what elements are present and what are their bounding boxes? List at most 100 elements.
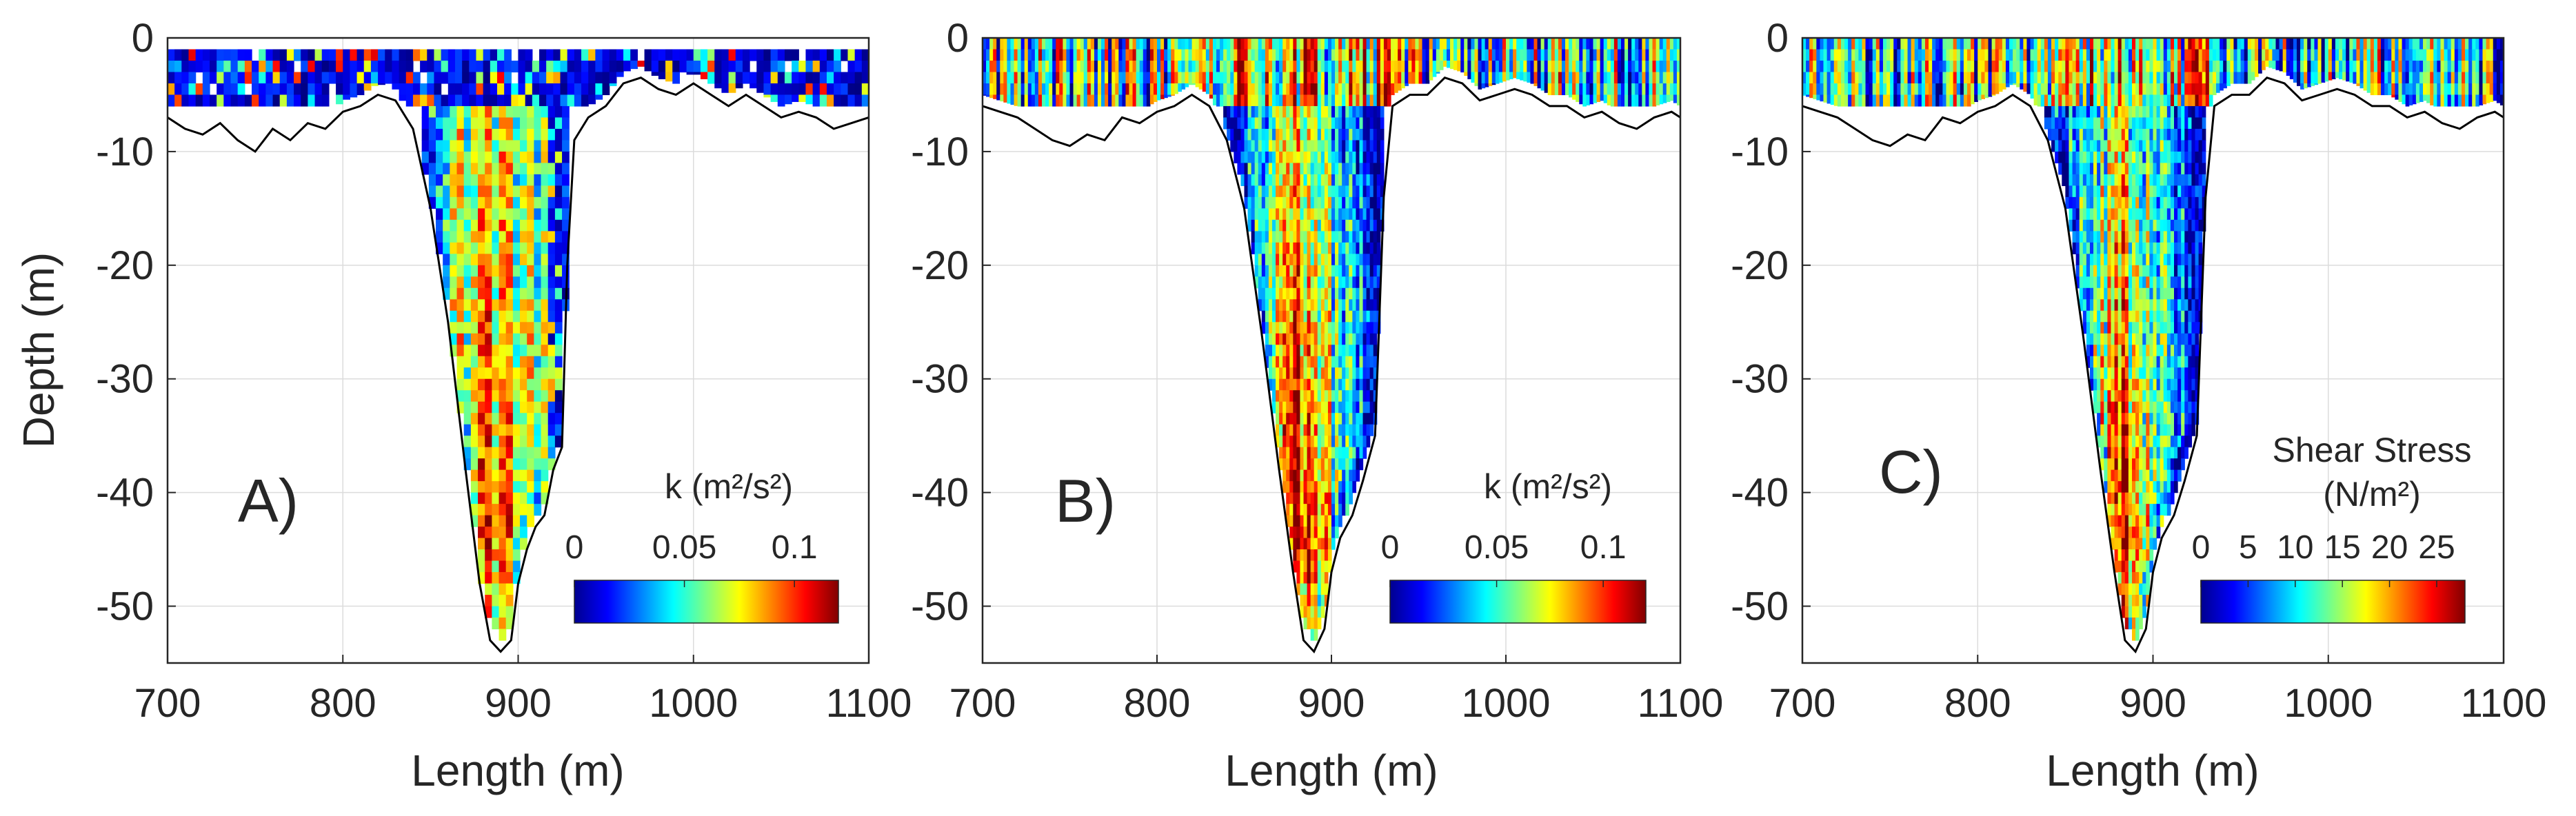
heatmap-cell — [1286, 492, 1290, 504]
heatmap-cell — [301, 83, 308, 96]
heatmap-cell — [1251, 208, 1256, 221]
heatmap-cell — [1676, 83, 1681, 96]
heatmap-cell — [1669, 94, 1674, 101]
heatmap-cell — [1373, 242, 1378, 254]
heatmap-cell — [1289, 174, 1294, 186]
heatmap-cell — [1527, 38, 1531, 50]
heatmap-cell — [1314, 117, 1318, 130]
heatmap-cell — [2089, 83, 2094, 96]
heatmap-cell — [1056, 94, 1060, 107]
heatmap-cell — [1331, 447, 1336, 459]
heatmap-cell — [478, 174, 485, 186]
heatmap-cell — [2395, 49, 2399, 61]
heatmap-cell — [527, 299, 534, 312]
heatmap-cell — [202, 49, 210, 61]
heatmap-cell — [520, 185, 527, 198]
heatmap-cell — [854, 94, 863, 107]
heatmap-cell — [1303, 38, 1308, 50]
heatmap-cell — [1830, 49, 1835, 61]
heatmap-cell — [553, 94, 561, 107]
heatmap-cell — [1907, 94, 1912, 107]
heatmap-cell — [2089, 174, 2094, 186]
heatmap-cell — [470, 105, 479, 119]
heatmap-cell — [1349, 436, 1353, 448]
heatmap-cell — [1310, 254, 1315, 266]
heatmap-cell — [1289, 310, 1294, 323]
heatmap-cell — [1049, 83, 1053, 96]
heatmap-cell — [2135, 83, 2140, 96]
heatmap-cell — [1216, 72, 1220, 84]
heatmap-cell — [2131, 38, 2136, 50]
heatmap-cell — [1247, 163, 1252, 175]
heatmap-cell — [1258, 60, 1262, 73]
heatmap-cell — [485, 447, 492, 459]
heatmap-cell — [1652, 49, 1657, 61]
heatmap-cell — [2166, 49, 2171, 61]
heatmap-cell — [1537, 72, 1542, 84]
heatmap-cell — [2423, 60, 2427, 73]
heatmap-cell — [1115, 72, 1119, 84]
heatmap-cell — [1349, 83, 1353, 96]
heatmap-cell — [1254, 105, 1259, 119]
heatmap-cell — [1331, 83, 1336, 96]
heatmap-cell — [265, 72, 274, 84]
heatmap-cell — [1335, 436, 1339, 448]
heatmap-cell — [1324, 322, 1329, 334]
heatmap-cells-a — [168, 49, 869, 641]
heatmap-cell — [1300, 469, 1305, 482]
heatmap-cell — [1436, 60, 1440, 73]
heatmap-cell — [547, 185, 556, 198]
heatmap-cell — [436, 163, 443, 175]
heatmap-cell — [1317, 117, 1322, 130]
heatmap-cell — [1669, 60, 1674, 73]
heatmap-cell — [485, 492, 492, 504]
heatmap-cell — [2097, 424, 2101, 436]
heatmap-cell — [1530, 72, 1535, 84]
heatmap-cell — [2258, 72, 2262, 74]
heatmap-cell — [1310, 208, 1315, 221]
heatmap-cell — [1373, 231, 1378, 243]
heatmap-cell — [1342, 367, 1346, 380]
heatmap-cell — [1991, 60, 1996, 73]
heatmap-cell — [456, 174, 465, 186]
heatmap-cell — [512, 208, 521, 221]
heatmap-cell — [1642, 49, 1646, 61]
heatmap-cell — [1376, 208, 1381, 221]
heatmap-cell — [1314, 458, 1318, 471]
heatmap-cell — [2461, 38, 2466, 50]
heatmap-cell — [1338, 413, 1342, 425]
heatmap-cell — [2033, 60, 2038, 73]
heatmap-cell — [202, 72, 210, 84]
heatmap-cell — [541, 436, 549, 448]
heatmap-cell — [1271, 60, 1276, 73]
heatmap-cell — [1345, 231, 1349, 243]
heatmap-cell — [983, 72, 987, 84]
heatmap-cell — [1320, 94, 1325, 107]
heatmap-cell — [505, 504, 514, 516]
heatmap-cell — [2482, 83, 2487, 96]
heatmap-cell — [1509, 72, 1513, 79]
heatmap-cell — [989, 94, 994, 99]
heatmap-cell — [1331, 94, 1336, 107]
heatmap-cell — [1027, 94, 1032, 107]
heatmap-cell — [1645, 94, 1650, 107]
heatmap-cell — [1862, 38, 1866, 50]
heatmap-cell — [512, 549, 521, 562]
heatmap-cell — [1303, 185, 1308, 198]
heatmap-cell — [1359, 38, 1364, 50]
heatmap-cell — [1415, 49, 1420, 61]
heatmap-cell — [588, 60, 596, 73]
heatmap-cell — [470, 219, 479, 232]
heatmap-cell — [1320, 254, 1325, 266]
heatmap-cell — [1276, 254, 1280, 266]
heatmap-cell — [1254, 163, 1259, 175]
heatmap-cell — [2111, 38, 2115, 50]
heatmap-cell — [1324, 276, 1329, 289]
heatmap-cell — [1198, 83, 1203, 90]
heatmap-cell — [1659, 83, 1664, 96]
heatmap-cell — [1271, 367, 1276, 380]
heatmap-cell — [1830, 94, 1835, 105]
heatmap-cell — [714, 60, 723, 73]
heatmap-cell — [2465, 38, 2469, 50]
heatmap-cell — [450, 117, 458, 130]
